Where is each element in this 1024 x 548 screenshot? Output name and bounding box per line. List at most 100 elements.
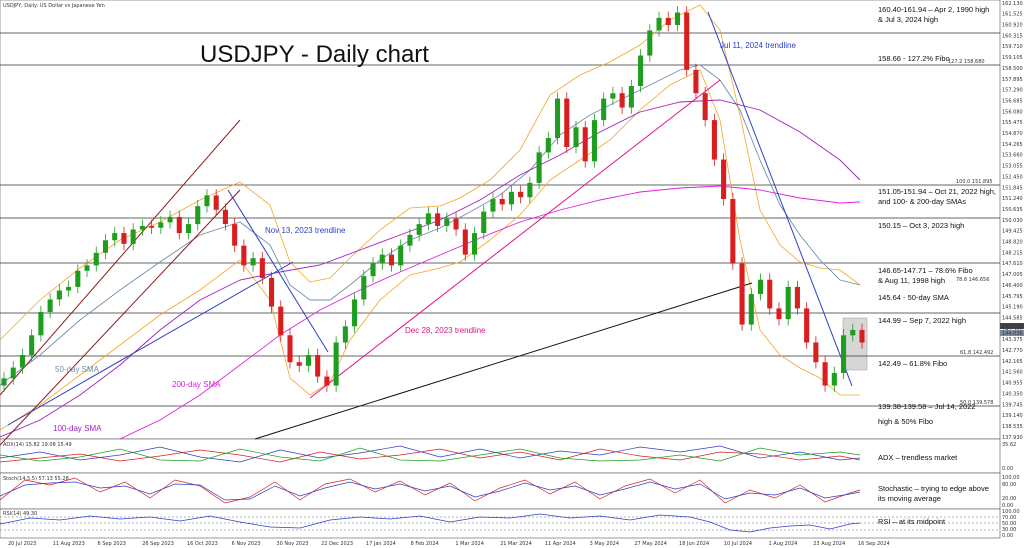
candle-bullish [490, 199, 496, 212]
adx-tick-bottom: 0.00 [1002, 466, 1013, 472]
rsi-tick-100: 100.00 [1002, 509, 1020, 515]
candle-bearish [767, 279, 773, 309]
candle-bearish [149, 225, 155, 228]
candle-bullish [56, 290, 62, 300]
price-tick-label: 159.710 [1002, 44, 1023, 50]
date-tick-label: 10 Jul 2024 [724, 541, 752, 547]
stochastic-lines [0, 477, 861, 504]
highlight-zone [842, 317, 868, 371]
date-tick-label: 8 Feb 2024 [411, 541, 439, 547]
candle-bullish [342, 326, 348, 343]
candle-bearish [499, 199, 505, 205]
candle-bullish [93, 252, 99, 266]
candle-bullish [204, 195, 210, 207]
note-160: 160.40-161.94 – Apr 2, 1990 high [878, 5, 989, 14]
price-tick-label: 154.265 [1002, 142, 1023, 148]
date-tick-label: 23 Aug 2024 [813, 541, 845, 547]
price-tick-label: 157.895 [1002, 77, 1023, 83]
candle-bullish [527, 182, 533, 198]
price-tag-box-2 [1000, 330, 1024, 336]
note-160b: & Jul 3, 2024 high [878, 15, 938, 24]
fibo-tag-127: 127.2 158.680 [948, 59, 985, 65]
candle-bullish [102, 240, 109, 253]
candle-bearish [822, 362, 828, 386]
candle-bearish [121, 233, 127, 244]
candle-bullish [831, 372, 837, 386]
candle-bearish [241, 245, 247, 266]
candle-bearish [176, 216, 182, 234]
price-tick-label: 150.030 [1002, 218, 1023, 224]
candle-bearish [462, 229, 468, 255]
note-151b: and 100- & 200-day SMAs [878, 197, 966, 206]
rsi-tick-0: 0.00 [1002, 533, 1013, 539]
price-tick-label: 153.055 [1002, 164, 1023, 170]
candle-bullish [19, 355, 25, 368]
adx-tick-top: 35.62 [1002, 442, 1016, 448]
date-tick-label: 22 Dec 2023 [321, 541, 353, 547]
sma-50-line [0, 64, 861, 386]
candle-bullish [471, 233, 478, 255]
candle-bullish [656, 17, 662, 31]
candle-bearish [278, 306, 284, 336]
stoch-label: Stoch(14,5,5) 57.13 55.28 [3, 476, 69, 482]
note-rsi: RSI – at its midpoint [878, 517, 946, 526]
fibo-tag-100: 100.0 151.895 [956, 179, 993, 185]
date-tick-label: 21 Mar 2024 [500, 541, 532, 547]
rsi-panel [0, 508, 1001, 539]
price-tick-label: 137.930 [1002, 435, 1023, 441]
stoch-tick-80: 80.00 [1002, 482, 1016, 488]
date-tick-label: 6 Sep 2023 [97, 541, 126, 547]
candle-bearish [453, 218, 459, 230]
candle-bearish [269, 277, 275, 307]
note-adx: ADX – trendless market [878, 453, 958, 462]
price-tick-label: 153.660 [1002, 153, 1023, 159]
candle-bearish [684, 12, 690, 70]
label-sma50: 50-day SMA [55, 365, 100, 374]
candle-bearish [619, 93, 625, 108]
price-tick-label: 162.130 [1002, 1, 1023, 7]
sma-200-line [119, 185, 861, 440]
price-tick-label: 142.770 [1002, 348, 1023, 354]
date-tick-label: 30 Nov 2023 [276, 541, 308, 547]
adx-panel [0, 438, 1001, 474]
price-tick-label: 156.685 [1002, 98, 1023, 104]
candle-bullish [610, 93, 616, 99]
candle-bullish [167, 216, 173, 223]
candle-bearish [564, 98, 570, 148]
candle-bullish [38, 312, 44, 336]
note-stoch-b: its moving average [878, 494, 941, 503]
price-axis: 162.130 161.525 160.920 160.315 159.710 159.1… [1002, 1, 1023, 441]
price-tick-label: 143.375 [1002, 337, 1023, 343]
candle-bearish [721, 159, 727, 200]
label-jul11-trendline: Jul 11, 2024 trendline [720, 41, 796, 50]
fibo-tag-786: 78.6 146.656 [956, 277, 989, 283]
candle-bearish [665, 17, 671, 26]
rsi-label: RSI(14) 49.30 [3, 511, 37, 517]
price-tick-label: 157.290 [1002, 88, 1023, 94]
candle-bearish [693, 69, 699, 94]
candle-bullish [66, 286, 72, 291]
candle-bullish [573, 127, 579, 148]
date-axis: 20 Jul 2023 11 Aug 2023 6 Sep 2023 26 Sep 2… [8, 541, 890, 547]
fibo-tag-50: 50.0 139.578 [960, 400, 993, 406]
price-tick-label: 150.635 [1002, 207, 1023, 213]
price-tick-label: 143.980 [1002, 326, 1023, 332]
black-support-trendline [254, 282, 753, 440]
main-price-panel [0, 0, 1001, 440]
price-tick-label: 139.140 [1002, 413, 1023, 419]
candle-bearish [388, 254, 395, 266]
date-tick-label: 18 Jun 2024 [679, 541, 709, 547]
candle-bullish [444, 218, 450, 226]
rsi-line-group [0, 513, 1000, 533]
rsi-tick-30: 30.00 [1002, 527, 1016, 533]
date-tick-label: 3 May 2024 [590, 541, 619, 547]
price-tick-label: 141.560 [1002, 370, 1023, 376]
candle-bullish [647, 30, 653, 56]
price-tick-label: 148.820 [1002, 240, 1023, 246]
candle-bearish [804, 308, 810, 343]
candle-bearish [315, 355, 321, 377]
candle-bullish [757, 279, 764, 295]
channel-lower-trendline [0, 189, 241, 446]
candle-bullish [112, 233, 118, 241]
stoch-tick-0: 0.00 [1002, 503, 1013, 509]
